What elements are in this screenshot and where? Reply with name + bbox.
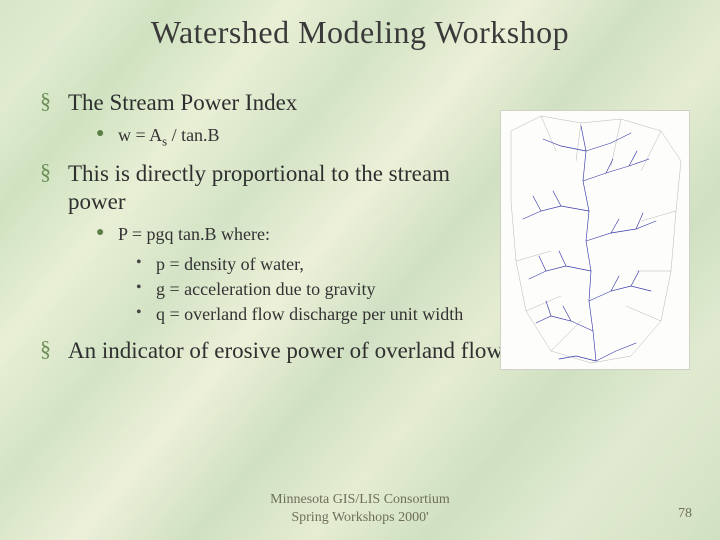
stream-lines — [523, 126, 656, 361]
dot-icon: ● — [96, 124, 118, 144]
bullet-3-text: An indicator of erosive power of overlan… — [68, 337, 503, 366]
bullet-2-sub-a-text: p = density of water, — [156, 253, 304, 276]
formula-w-pre: w = A — [118, 125, 162, 145]
bullet-2-sub-b-text: g = acceleration due to gravity — [156, 278, 376, 301]
stream-network-figure — [500, 110, 690, 370]
formula-w-tail: / tan.B — [167, 125, 220, 145]
bullet-2-sub-c-text: q = overland flow discharge per unit wid… — [156, 303, 463, 326]
footer-line-2: Spring Workshops 2000' — [0, 509, 720, 527]
bullet-1-text: The Stream Power Index — [68, 89, 297, 118]
stream-network-svg — [501, 111, 691, 371]
page-number: 78 — [678, 506, 692, 522]
slide-footer: Minnesota GIS/LIS Consortium Spring Work… — [0, 491, 720, 526]
footer-line-1: Minnesota GIS/LIS Consortium — [0, 491, 720, 509]
subdot-icon: • — [136, 303, 156, 324]
section-icon: § — [40, 337, 68, 361]
subdot-icon: • — [136, 253, 156, 274]
dot-icon: ● — [96, 223, 118, 243]
subdot-icon: • — [136, 278, 156, 299]
section-icon: § — [40, 160, 68, 184]
slide-title: Watershed Modeling Workshop — [0, 0, 720, 51]
bullet-1-sub-text: w = As / tan.B — [118, 124, 220, 150]
section-icon: § — [40, 89, 68, 113]
catchment-lines — [511, 116, 681, 363]
bullet-2-sub-text: P = pgq tan.B where: — [118, 223, 270, 246]
bullet-2-text: This is directly proportional to the str… — [68, 160, 488, 218]
